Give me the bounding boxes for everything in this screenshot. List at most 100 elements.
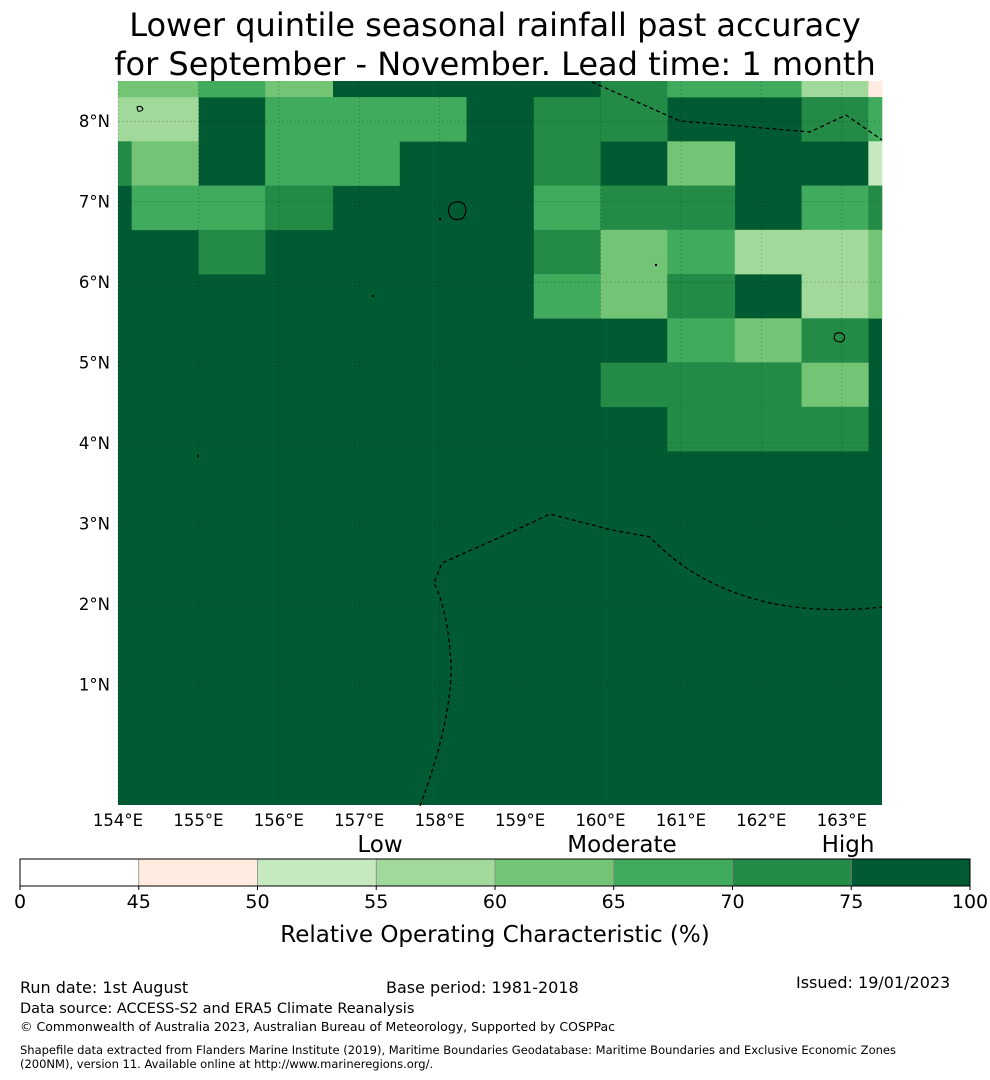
shapefile-credit-line-1: Shapefile data extracted from Flanders M…: [20, 1043, 896, 1057]
title-line-1: Lower quintile seasonal rainfall past ac…: [129, 6, 861, 44]
islet-4: [197, 455, 199, 457]
lon-tick-label: 154°E: [93, 811, 143, 830]
grid-cell: [265, 141, 400, 186]
colorbar-category-moderate: Moderate: [567, 832, 676, 858]
grid-cell: [533, 81, 601, 98]
shapefile-credit-line-2: (200NM), version 11. Available online at…: [20, 1057, 434, 1071]
grid-cell: [868, 274, 883, 319]
grid-cell: [533, 274, 601, 319]
island-pohnpei-outline: [447, 201, 467, 221]
grid-cell: [131, 141, 199, 186]
grid-cell: [533, 229, 601, 275]
colorbar: Low Moderate High 0 45 50 55 60 65 70 75 100 Rel…: [14, 832, 988, 948]
lon-tick-label: 162°E: [736, 811, 786, 830]
eez-boundary-north: [591, 81, 883, 141]
colorbar-segment: [613, 859, 733, 886]
island-kosrae-outline: [833, 332, 846, 343]
grid-cell: [801, 362, 869, 408]
colorbar-tick-label: 55: [364, 891, 388, 913]
lon-tick-label: 156°E: [254, 811, 304, 830]
colorbar-tick-label: 65: [602, 891, 626, 913]
islet-1: [438, 217, 442, 221]
grid-cell: [801, 274, 869, 319]
colorbar-tick-label: 60: [483, 891, 507, 913]
colorbar-segment: [20, 859, 139, 886]
lat-tick-label: 3°N: [79, 514, 110, 533]
title-line-2: for September - November. Lead time: 1 m…: [114, 45, 876, 83]
grid-cell: [667, 318, 736, 363]
colorbar-segment: [732, 859, 852, 886]
issued-date: Issued: 19/01/2023: [796, 973, 951, 992]
lat-tick-label: 2°N: [79, 595, 110, 614]
colorbar-segment: [851, 859, 970, 886]
colorbar-segment: [257, 859, 377, 886]
lat-tick-label: 6°N: [79, 273, 110, 292]
colorbar-tick-label: 100: [952, 891, 988, 913]
lat-tick-label: 8°N: [79, 112, 110, 131]
colorbar-ticks: 0 45 50 55 60 65 70 75 100: [14, 886, 988, 913]
grid-cell: [198, 81, 266, 98]
graticule: [117, 81, 882, 805]
copyright: © Commonwealth of Australia 2023, Austra…: [20, 1019, 615, 1034]
grid-cell: [198, 229, 266, 275]
colorbar-tick-label: 75: [839, 891, 863, 913]
grid-cell: [667, 274, 736, 319]
grid-cell: [600, 362, 802, 408]
colorbar-axis-label: Relative Operating Characteristic (%): [280, 922, 709, 948]
grid-cell: [734, 81, 802, 98]
map-features: [136, 81, 883, 807]
lon-tick-label: 158°E: [415, 811, 465, 830]
grid-cell: [118, 81, 199, 98]
grid-cell: [734, 229, 869, 275]
colorbar-segment: [138, 859, 258, 886]
grid-cell: [332, 97, 467, 142]
grid-cell: [801, 97, 869, 142]
colorbar-segments: [19, 858, 971, 887]
colorbar-category-high: High: [822, 832, 875, 858]
lat-tick-label: 7°N: [79, 193, 110, 212]
colorbar-tick-label: 0: [14, 891, 26, 913]
grid-cell: [118, 141, 132, 186]
grid-cell: [734, 318, 802, 363]
base-period: Base period: 1981-2018: [386, 978, 579, 997]
lat-tick-label: 5°N: [79, 354, 110, 373]
grid-cell: [667, 406, 869, 452]
rainfall-accuracy-grid: [118, 81, 883, 805]
grid-cell: [868, 81, 883, 98]
grid-cell: [265, 81, 334, 98]
grid-cell: [533, 185, 601, 231]
colorbar-tick-label: 45: [127, 891, 151, 913]
grid-cell: [131, 185, 266, 231]
run-date: Run date: 1st August: [20, 978, 189, 997]
lat-tick-label: 4°N: [79, 434, 110, 453]
map-title: Lower quintile seasonal rainfall past ac…: [0, 6, 990, 84]
grid-cell: [667, 229, 736, 275]
grid-cell: [868, 185, 883, 231]
colorbar-tick-label: 50: [245, 891, 269, 913]
lon-tick-label: 157°E: [334, 811, 384, 830]
grid-cell: [265, 97, 334, 142]
islet-2: [654, 263, 658, 267]
map-axes: 154°E 155°E 156°E 157°E 158°E 159°E 160°E 161°E…: [79, 112, 867, 830]
grid-cell: [868, 141, 883, 186]
colorbar-category-low: Low: [357, 832, 402, 858]
lon-tick-label: 163°E: [817, 811, 867, 830]
islet-3: [372, 295, 374, 297]
grid-cell: [533, 97, 601, 142]
grid-cell: [118, 97, 199, 142]
grid-cell: [533, 141, 601, 186]
grid-cell: [265, 185, 334, 231]
colorbar-segment: [376, 859, 495, 886]
grid-cell: [667, 141, 736, 186]
grid-cell: [801, 185, 869, 231]
grid-cell: [600, 97, 668, 142]
colorbar-tick-label: 70: [720, 891, 744, 913]
grid-cell: [868, 97, 883, 142]
grid-cell: [667, 81, 736, 98]
map-figure: 154°E 155°E 156°E 157°E 158°E 159°E 160°E 161°E…: [14, 81, 988, 948]
grid-cell: [600, 229, 668, 275]
data-source: Data source: ACCESS-S2 and ERA5 Climate …: [20, 1001, 415, 1017]
lon-tick-label: 160°E: [575, 811, 625, 830]
colorbar-segment: [495, 859, 614, 886]
eez-boundary-south: [419, 513, 883, 807]
